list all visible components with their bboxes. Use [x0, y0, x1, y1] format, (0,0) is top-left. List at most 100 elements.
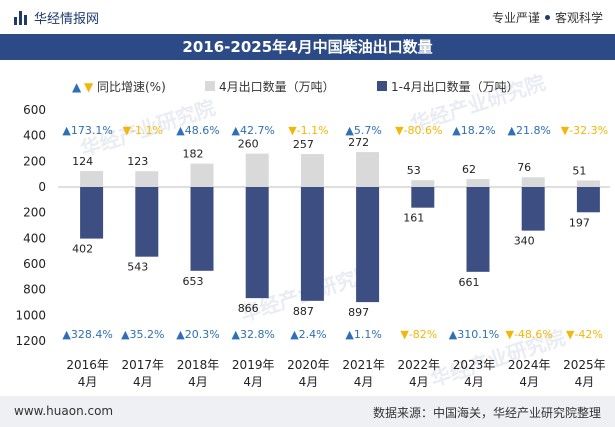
x-tick-label-month: 4月	[519, 375, 539, 389]
y-tick-label: 0	[38, 180, 46, 194]
cumulative-value-label: 161	[403, 212, 424, 225]
top-bar: 华经情报网 专业严谨 客观科学	[0, 0, 615, 34]
separator-dot-icon	[544, 15, 550, 20]
y-tick-label: 800	[23, 283, 46, 297]
x-tick-label-year: 2022年	[398, 358, 441, 372]
cumulative-value-label: 887	[293, 305, 314, 318]
y-tick-label: 400	[23, 231, 46, 245]
april-yoy-label: ▼-1.1%	[123, 124, 163, 137]
cumulative-value-label: 653	[183, 275, 204, 288]
april-value-label: 182	[183, 148, 204, 161]
bar-april	[521, 177, 545, 187]
cumulative-yoy-label: ▲35.2%	[121, 328, 164, 341]
bar-cumulative	[466, 187, 490, 272]
legend-april-swatch	[205, 81, 215, 91]
y-tick-label: 200	[23, 206, 46, 220]
bar-april	[576, 180, 600, 187]
bar-april	[466, 179, 490, 187]
cumulative-value-label: 402	[72, 243, 93, 256]
tag-professional: 专业严谨	[491, 11, 540, 25]
bar-cumulative	[411, 187, 435, 208]
april-yoy-label: ▼-1.1%	[288, 124, 328, 137]
chart: 华经产业研究院华经产业研究院华经产业研究院华经产业研究院▲▼同比增速(%)4月出…	[15, 70, 610, 391]
bar-april	[300, 154, 324, 187]
x-tick-label-year: 2020年	[287, 358, 330, 372]
footer-source: 数据来源：中国海关，华经产业研究院整理	[372, 406, 601, 420]
x-tick-label-month: 4月	[78, 375, 98, 389]
april-yoy-label: ▼-80.6%	[395, 124, 442, 137]
x-tick-label-year: 2019年	[232, 358, 275, 372]
bar-april	[135, 171, 159, 187]
cumulative-yoy-label: ▲32.8%	[231, 328, 274, 341]
x-tick-label-month: 4月	[464, 375, 484, 389]
april-yoy-label: ▲42.7%	[231, 124, 274, 137]
x-tick-label-year: 2017年	[122, 358, 165, 372]
x-tick-label-month: 4月	[575, 375, 595, 389]
cumulative-value-label: 897	[348, 306, 369, 319]
x-tick-label-month: 4月	[409, 375, 429, 389]
april-value-label: 123	[127, 155, 148, 168]
bar-cumulative	[356, 187, 380, 303]
bar-april	[190, 163, 214, 187]
brand: 华经情报网	[14, 8, 99, 27]
april-yoy-label: ▲48.6%	[176, 124, 219, 137]
april-yoy-label: ▲5.7%	[345, 124, 381, 137]
april-value-label: 51	[572, 164, 586, 177]
bar-april	[411, 180, 435, 187]
cumulative-yoy-label: ▲328.4%	[62, 328, 112, 341]
april-yoy-label: ▼-32.3%	[561, 124, 608, 137]
cumulative-yoy-label: ▲310.1%	[449, 328, 499, 341]
bar-cumulative	[300, 187, 324, 301]
bar-cumulative	[521, 187, 545, 231]
x-tick-label-year: 2021年	[342, 358, 385, 372]
x-tick-label-month: 4月	[299, 375, 319, 389]
april-yoy-label: ▲21.8%	[507, 124, 550, 137]
x-tick-label-month: 4月	[188, 375, 208, 389]
y-tick-label: 200	[23, 154, 46, 168]
april-value-label: 76	[517, 161, 531, 174]
y-tick-label: 600	[23, 257, 46, 271]
bar-april	[356, 152, 380, 187]
brand-logo-icon	[14, 10, 28, 25]
footer: www.huaon.com 数据来源：中国海关，华经产业研究院整理	[0, 396, 615, 427]
legend-up-icon: ▲	[72, 80, 82, 94]
legend-april-label: 4月出口数量（万吨）	[219, 79, 335, 94]
bar-april	[80, 171, 104, 187]
x-tick-label-year: 2023年	[453, 358, 496, 372]
bar-cumulative	[135, 187, 159, 257]
x-tick-label-year: 2025年	[563, 358, 606, 372]
x-tick-label-month: 4月	[354, 375, 374, 389]
cumulative-yoy-label: ▲2.4%	[290, 328, 326, 341]
cumulative-value-label: 197	[569, 216, 590, 229]
april-value-label: 257	[293, 138, 314, 151]
tag-objective: 客观科学	[554, 11, 603, 25]
y-tick-label: 1200	[15, 334, 46, 348]
april-yoy-label: ▲18.2%	[452, 124, 495, 137]
x-tick-label-year: 2018年	[177, 358, 220, 372]
y-tick-label: 1000	[15, 308, 46, 322]
cumulative-yoy-label: ▲1.1%	[345, 328, 381, 341]
cumulative-value-label: 866	[238, 302, 259, 315]
cumulative-yoy-label: ▼-42%	[566, 328, 603, 341]
april-value-label: 53	[407, 164, 421, 177]
legend-yoy-label: 同比增速(%)	[97, 80, 166, 94]
bar-cumulative	[80, 187, 104, 239]
cumulative-yoy-label: ▲20.3%	[176, 328, 219, 341]
april-value-label: 272	[348, 136, 369, 149]
bar-cumulative	[576, 187, 600, 213]
cumulative-yoy-label: ▼-48.6%	[506, 328, 553, 341]
brand-name: 华经情报网	[34, 12, 100, 27]
cumulative-value-label: 543	[127, 261, 148, 274]
x-tick-label-year: 2016年	[66, 358, 109, 372]
bar-april	[245, 153, 269, 187]
cumulative-value-label: 661	[459, 276, 480, 289]
legend-cumulative-label: 1-4月出口数量（万吨）	[391, 79, 519, 94]
chart-title: 2016-2025年4月中国柴油出口数量	[0, 34, 615, 60]
x-tick-label-month: 4月	[243, 375, 263, 389]
header-tags: 专业严谨 客观科学	[492, 9, 603, 26]
x-tick-label-year: 2024年	[508, 358, 551, 372]
legend-down-icon: ▼	[84, 80, 94, 94]
y-tick-label: 600	[23, 103, 46, 117]
april-value-label: 124	[72, 155, 93, 168]
cumulative-yoy-label: ▼-82%	[400, 328, 437, 341]
